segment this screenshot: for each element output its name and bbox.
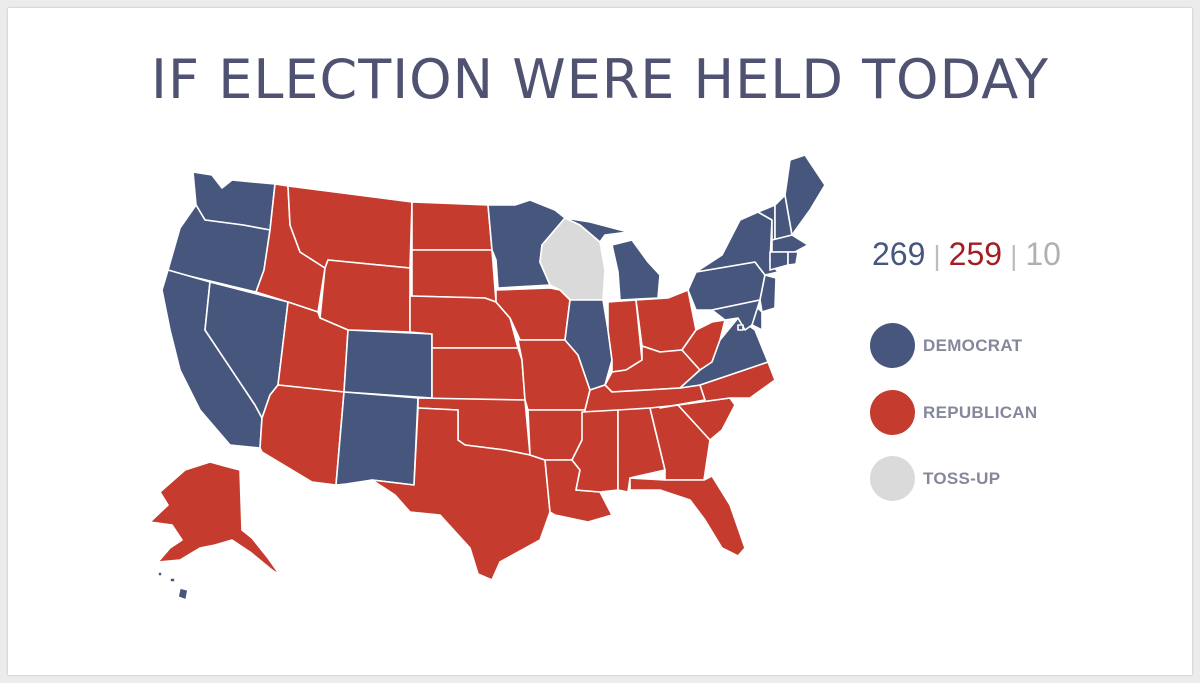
state-co (343, 329, 433, 399)
legend-item-democrat: DEMOCRAT (870, 323, 1130, 369)
state-az (259, 384, 345, 486)
legend-label-republican: REPUBLICAN (923, 403, 1038, 422)
legend-item-republican: REPUBLICAN (870, 390, 1130, 436)
state-ny (695, 211, 779, 276)
state-ak (149, 461, 281, 576)
state-nj (759, 274, 777, 313)
tossup-count: 10 (1025, 236, 1061, 272)
tally-separator: | (1010, 240, 1018, 271)
state-ri (787, 251, 799, 266)
democrat-count: 269 (872, 236, 926, 272)
democrat-swatch (870, 323, 915, 368)
tally-separator: | (933, 240, 941, 271)
page-title: IF ELECTION WERE HELD TODAY (151, 48, 1049, 111)
state-dc (737, 324, 744, 331)
state-tx (371, 407, 551, 581)
state-ks (431, 347, 526, 401)
state-ct (769, 251, 789, 271)
state-mt (287, 185, 413, 269)
state-sd (411, 249, 497, 303)
legend-item-tossup: TOSS-UP (870, 456, 1130, 502)
state-wy (319, 259, 411, 333)
state-me (784, 154, 826, 236)
state-md (711, 299, 761, 331)
state-fl (629, 475, 746, 557)
republican-count: 259 (948, 236, 1003, 272)
legend-label-democrat: DEMOCRAT (923, 336, 1023, 355)
legend-label-tossup: TOSS-UP (923, 469, 1001, 488)
electoral-vote-tally: 269 | 259 | 10 (872, 236, 1061, 273)
state-nm (335, 391, 419, 486)
state-mi (564, 217, 661, 301)
state-hi (157, 571, 189, 601)
tossup-swatch (870, 456, 915, 501)
state-nc (659, 361, 776, 409)
state-nd (411, 201, 493, 251)
republican-swatch (870, 390, 915, 435)
state-ma (771, 234, 809, 253)
